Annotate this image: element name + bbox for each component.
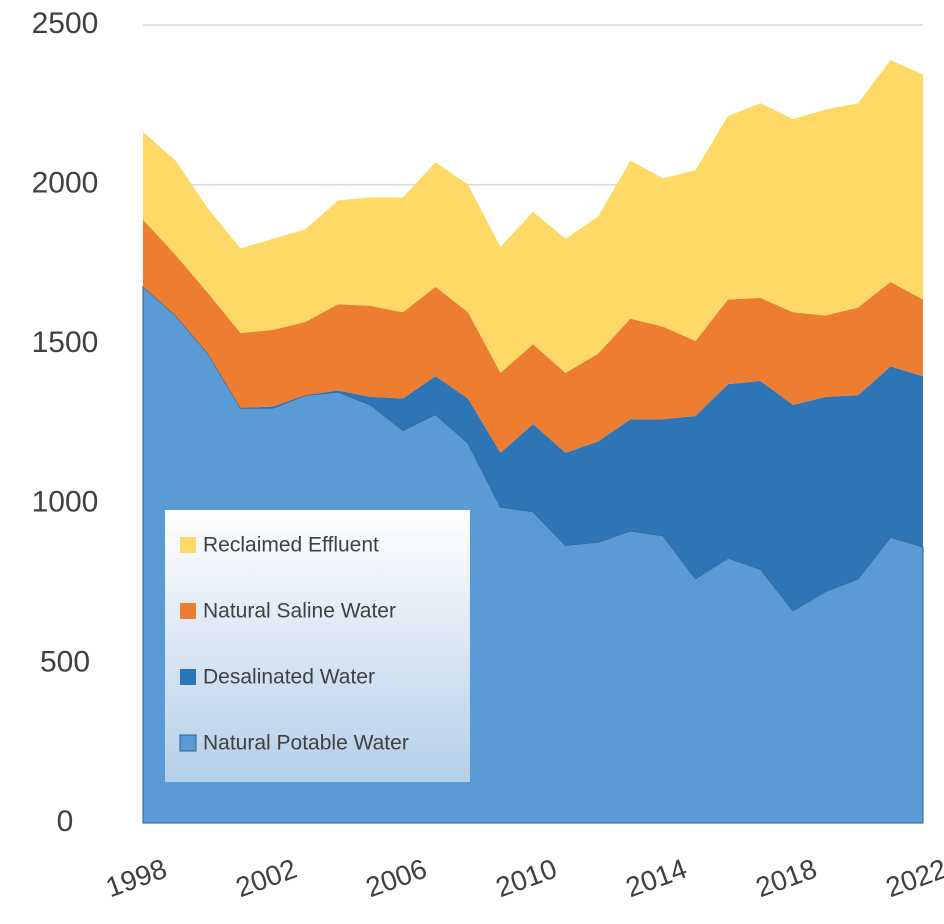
y-tick-label: 0 xyxy=(57,805,74,838)
y-tick-label: 2000 xyxy=(32,167,99,200)
y-tick-label: 1500 xyxy=(32,326,99,359)
x-tick-label: 1998 xyxy=(102,853,171,903)
legend-swatch xyxy=(180,537,196,553)
y-tick-label: 2500 xyxy=(32,7,99,40)
legend-label: Natural Saline Water xyxy=(203,600,396,623)
area xyxy=(143,219,923,453)
legend-label: Reclaimed Effluent xyxy=(203,534,379,557)
x-tick-label: 2022 xyxy=(882,853,944,903)
y-tick-label: 1000 xyxy=(32,486,99,519)
x-tick-label: 2006 xyxy=(362,853,431,903)
legend: Reclaimed Effluent Natural Saline Water De… xyxy=(165,510,470,782)
legend-swatch xyxy=(179,734,197,752)
x-tick-label: 2010 xyxy=(492,853,561,903)
legend-label: Desalinated Water xyxy=(203,666,375,689)
legend-label: Natural Potable Water xyxy=(203,732,409,755)
y-tick-label: 500 xyxy=(40,645,90,678)
area xyxy=(143,286,923,611)
x-tick-label: 2014 xyxy=(622,853,691,903)
legend-swatch xyxy=(180,669,196,685)
legend-box xyxy=(165,510,470,782)
area xyxy=(143,60,923,373)
x-tick-label: 2018 xyxy=(752,853,821,903)
legend-swatch xyxy=(180,603,196,619)
x-tick-label: 2002 xyxy=(232,853,301,903)
